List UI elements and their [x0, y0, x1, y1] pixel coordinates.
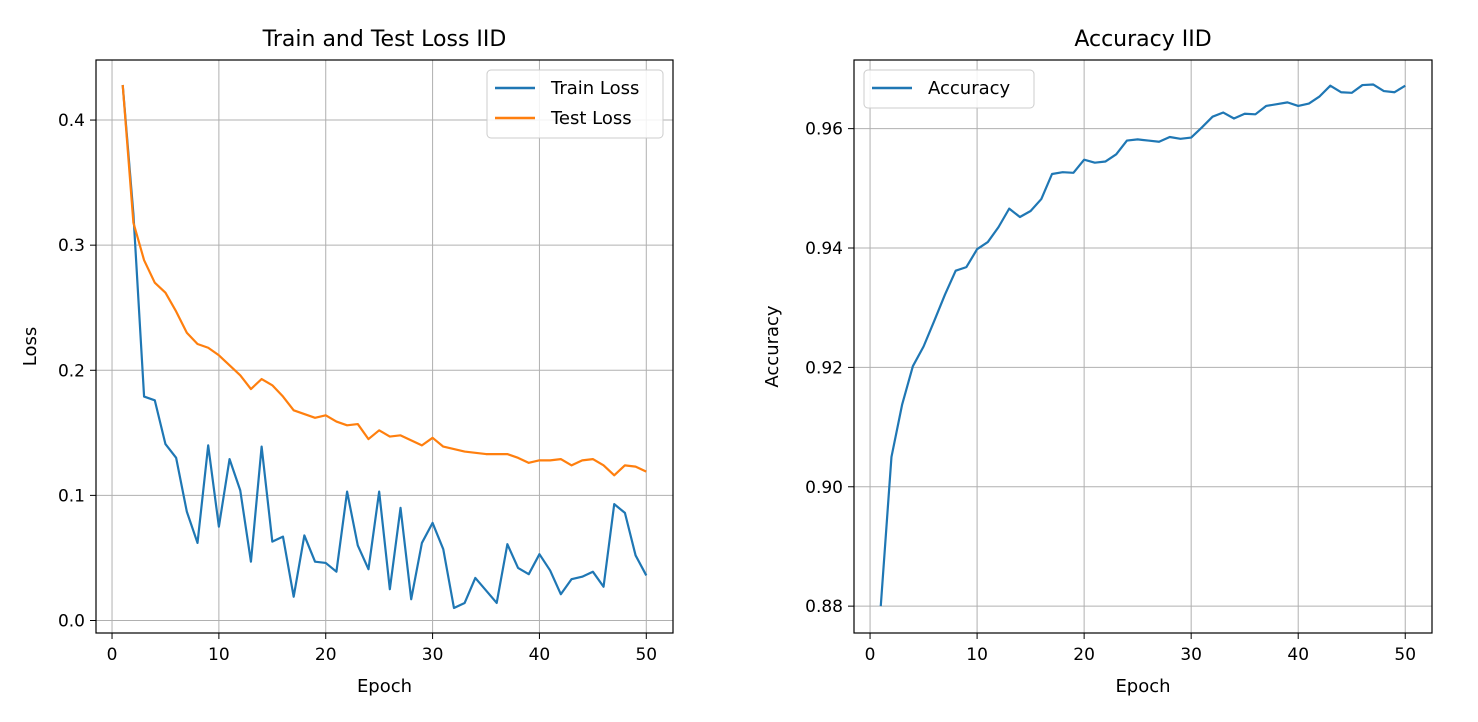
loss-legend: Train Loss Test Loss: [486, 69, 664, 139]
accuracy-series-accuracy: [879, 83, 1406, 607]
accuracy-legend: Accuracy: [863, 69, 1035, 109]
accuracy-legend-label-0: Accuracy: [928, 78, 1011, 99]
loss-ytick-label-3: 0.3: [58, 236, 85, 256]
loss-xtick-label-0: 0: [107, 645, 118, 665]
accuracy-x-axis-label: Epoch: [1115, 676, 1170, 697]
accuracy-legend-box: [863, 69, 1035, 109]
accuracy-xtick-label-4: 40: [1287, 645, 1309, 665]
loss-series-test-loss: [121, 84, 647, 477]
accuracy-ytick-label-3: 0.94: [805, 239, 843, 259]
accuracy-ytick-label-0: 0.88: [805, 597, 843, 617]
loss-series-train-loss: [121, 84, 648, 610]
accuracy-xtick-label-0: 0: [865, 645, 876, 665]
accuracy-chart: 0 10 20 30 40 50 0.88 0.90 0.92 0.94 0.96 Accuracy …: [762, 27, 1433, 697]
loss-ytick-label-4: 0.4: [58, 111, 85, 131]
loss-legend-label-0: Train Loss: [550, 78, 639, 99]
loss-ytick-label-1: 0.1: [58, 486, 85, 506]
loss-chart: 0 10 20 30 40 50 0.0 0.1 0.2 0.3 0.4 Train and Test…: [20, 27, 674, 697]
accuracy-xtick-label-3: 30: [1180, 645, 1202, 665]
accuracy-ytick-label-4: 0.96: [805, 120, 843, 140]
accuracy-xtick-label-5: 50: [1394, 645, 1416, 665]
loss-y-axis-label: Loss: [20, 327, 41, 366]
accuracy-xtick-label-1: 10: [966, 645, 988, 665]
accuracy-ytick-label-1: 0.90: [805, 478, 843, 498]
loss-xtick-label-3: 30: [422, 645, 444, 665]
loss-ytick-label-0: 0.0: [58, 611, 85, 631]
accuracy-xtick-label-2: 20: [1073, 645, 1095, 665]
accuracy-axes-frame: [853, 59, 1433, 634]
accuracy-ytick-label-2: 0.92: [805, 358, 843, 378]
loss-xtick-label-1: 10: [208, 645, 230, 665]
accuracy-chart-title: Accuracy IID: [1074, 27, 1211, 52]
loss-xtick-label-4: 40: [529, 645, 551, 665]
loss-xtick-label-2: 20: [315, 645, 337, 665]
loss-x-axis-label: Epoch: [357, 676, 412, 697]
loss-axes-frame: [95, 59, 674, 634]
loss-chart-title: Train and Test Loss IID: [262, 27, 507, 52]
loss-ytick-label-2: 0.2: [58, 361, 85, 381]
loss-legend-label-1: Test Loss: [550, 108, 632, 129]
accuracy-y-axis-label: Accuracy: [762, 305, 783, 388]
loss-xtick-label-5: 50: [635, 645, 657, 665]
